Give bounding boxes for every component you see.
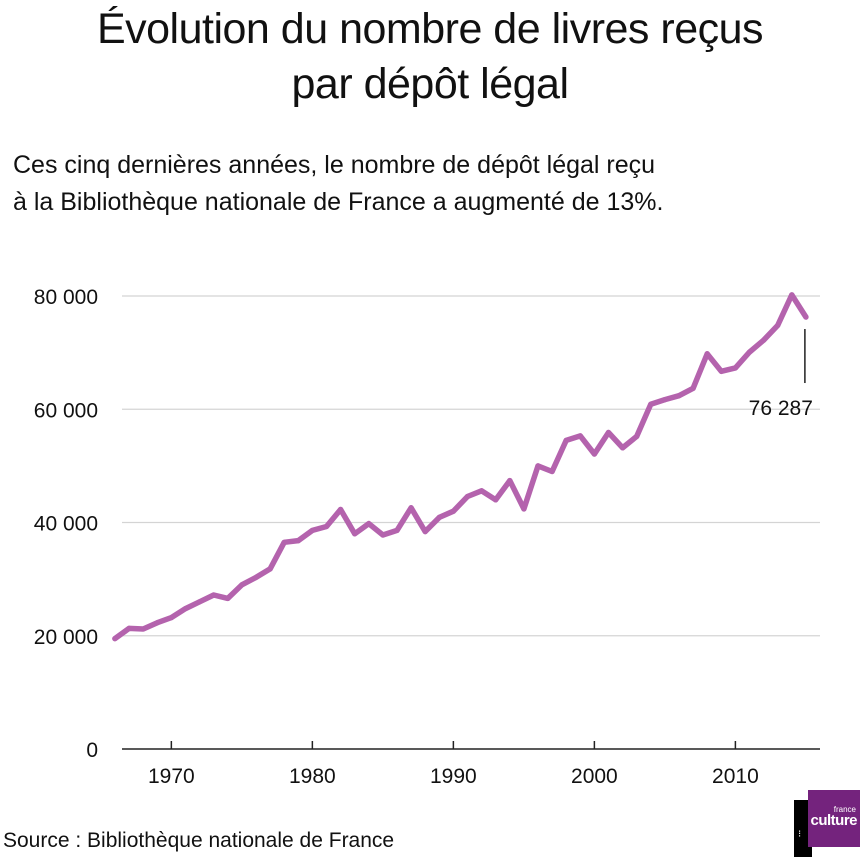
data-point-2009 [718,368,724,374]
data-point-1996 [535,463,541,469]
series-line [112,292,809,642]
data-point-1985 [380,532,386,538]
data-point-1995 [521,506,527,512]
annotation-label: 76 287 [749,397,813,420]
y-tick-label-20000: 20 000 [34,626,98,649]
data-point-1966 [112,635,118,642]
data-point-1974 [225,595,231,601]
data-point-1980 [309,527,315,534]
data-point-1978 [281,539,287,545]
chart-subtitle: Ces cinq dernières années, le nombre de … [13,147,853,221]
data-point-2007 [690,385,696,391]
data-point-1979 [295,538,301,544]
data-point-2013 [775,322,781,329]
logo-purple-block [808,790,860,847]
data-point-1997 [549,468,555,475]
data-point-1984 [366,521,372,527]
data-point-1977 [267,566,273,572]
data-point-1994 [507,477,513,484]
data-point-2012 [760,337,767,343]
data-point-2001 [605,429,612,436]
france-culture-logo: france culture ⁝ [794,790,860,857]
logo-text-culture: culture [810,812,857,829]
x-tick-label-1990: 1990 [430,765,477,788]
data-point-1988 [422,528,428,535]
data-point-2004 [648,401,654,407]
grid-layer [122,295,820,637]
data-point-2000 [591,451,597,457]
data-point-1970 [168,615,174,621]
y-tick-label-0: 0 [86,739,98,762]
data-point-1989 [436,514,442,521]
data-point-2005 [662,397,668,403]
data-point-2008 [704,351,710,357]
chart-title-line-1: Évolution du nombre de livres reçus [96,5,764,53]
data-point-1976 [253,574,259,581]
data-point-1972 [196,599,203,605]
data-point-1983 [352,531,358,537]
data-point-1981 [323,523,330,530]
data-point-1968 [140,626,146,632]
source-note: Source : Bibliothèque nationale de Franc… [3,829,395,852]
data-point-2010 [732,365,738,371]
data-point-2003 [634,433,640,440]
x-tick-label-1980: 1980 [289,765,336,788]
x-tick-label-1970: 1970 [148,765,195,788]
data-point-2002 [619,445,626,451]
x-tick-label-2000: 2000 [571,765,618,788]
data-point-1998 [563,437,569,443]
logo-black-block [794,800,812,857]
data-point-1992 [478,488,485,494]
data-point-1990 [450,508,456,514]
data-point-1999 [577,433,583,439]
axis-layer: 0 20 000 40 000 60 000 80 000 1970 1980 1990 200… [34,286,820,788]
data-point-1975 [239,582,245,588]
chart-subtitle-line-1: Ces cinq dernières années, le nombre de … [13,151,656,179]
y-tick-label-60000: 60 000 [34,399,98,422]
chart-title: Évolution du nombre de livres reçus par … [0,2,860,112]
y-tick-label-80000: 80 000 [34,286,98,309]
annotation-layer: 76 287 [749,329,813,420]
data-point-1991 [464,493,471,500]
chart-title-line-2: par dépôt légal [291,60,570,108]
chart-subtitle-line-2: à la Bibliothèque nationale de France a … [13,188,664,216]
y-tick-label-40000: 40 000 [34,513,98,536]
data-point-1987 [408,505,414,511]
logo-dots-icon: ⁝ [798,829,802,840]
data-point-2006 [676,393,682,399]
data-point-1982 [337,506,344,513]
data-point-1971 [182,605,189,612]
data-point-2011 [746,349,753,355]
logo-text-france: france [833,805,856,814]
data-point-2014 [789,292,795,298]
data-point-2015 [803,314,809,320]
data-point-1969 [154,620,160,626]
data-point-1973 [211,592,217,598]
data-point-1993 [493,497,499,503]
x-tick-label-2010: 2010 [712,765,759,788]
series-layer [112,292,809,642]
data-point-1986 [394,527,400,534]
data-point-1967 [126,625,132,631]
